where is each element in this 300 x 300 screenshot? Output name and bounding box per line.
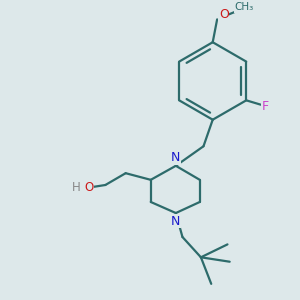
- Text: H: H: [71, 182, 80, 194]
- Text: O: O: [85, 182, 94, 194]
- Text: O: O: [219, 8, 229, 21]
- Text: N: N: [171, 214, 181, 228]
- Text: CH₃: CH₃: [234, 2, 254, 12]
- Text: N: N: [171, 151, 181, 164]
- Text: F: F: [262, 100, 269, 113]
